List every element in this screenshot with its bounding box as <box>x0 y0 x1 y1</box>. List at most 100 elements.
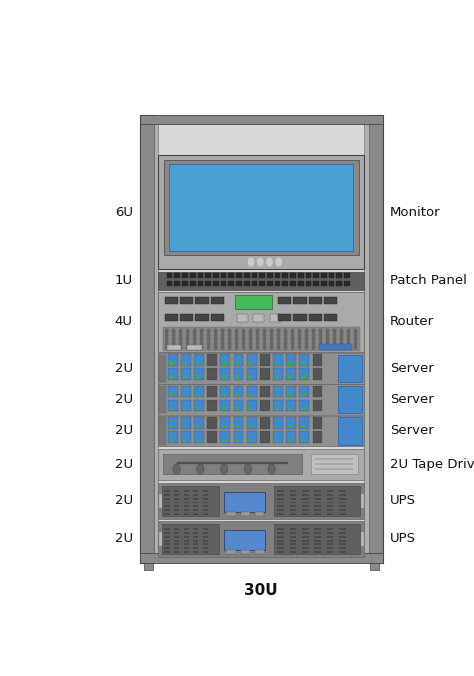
Bar <box>164 509 170 511</box>
Circle shape <box>221 333 224 337</box>
Circle shape <box>298 333 301 337</box>
Bar <box>339 544 346 546</box>
Circle shape <box>201 337 203 341</box>
Circle shape <box>228 345 231 349</box>
Bar <box>203 532 208 534</box>
Circle shape <box>173 341 175 345</box>
Bar <box>361 532 364 546</box>
Bar <box>327 544 334 546</box>
Bar <box>194 431 204 443</box>
Bar <box>183 502 189 504</box>
Circle shape <box>256 329 259 333</box>
Circle shape <box>340 345 343 349</box>
Circle shape <box>277 333 280 337</box>
Circle shape <box>186 329 189 333</box>
Bar <box>167 345 181 349</box>
Bar <box>267 273 273 279</box>
Circle shape <box>201 329 203 333</box>
Bar <box>164 532 170 534</box>
Bar <box>182 425 186 427</box>
Bar <box>226 550 236 554</box>
Bar <box>273 431 283 443</box>
Circle shape <box>242 345 245 349</box>
Bar <box>164 490 170 492</box>
Bar <box>244 273 250 279</box>
Bar <box>183 536 189 537</box>
Circle shape <box>256 341 259 345</box>
Bar <box>246 354 256 366</box>
Bar <box>312 385 322 397</box>
Bar <box>207 385 217 397</box>
Bar <box>260 368 270 380</box>
Circle shape <box>333 329 336 333</box>
Bar <box>182 393 186 396</box>
Bar <box>221 273 227 279</box>
Bar <box>207 400 217 411</box>
Bar <box>164 551 170 553</box>
Circle shape <box>214 337 217 341</box>
Bar <box>234 385 244 397</box>
Bar <box>164 297 178 304</box>
Bar <box>255 512 264 516</box>
Bar <box>283 281 288 287</box>
Text: Router: Router <box>390 316 434 329</box>
Bar <box>248 425 252 427</box>
Bar <box>168 431 178 443</box>
Bar <box>174 547 179 549</box>
Bar <box>302 494 309 496</box>
Bar <box>183 547 189 549</box>
Bar <box>290 513 296 514</box>
Bar <box>312 354 322 366</box>
Text: 2U Tape Drive: 2U Tape Drive <box>390 458 474 471</box>
Bar <box>169 377 173 379</box>
Bar <box>286 368 296 380</box>
Bar <box>190 281 196 287</box>
Bar <box>203 544 208 546</box>
Bar <box>290 544 296 546</box>
Bar <box>275 439 278 441</box>
Bar <box>339 490 346 492</box>
Bar <box>228 273 234 279</box>
Circle shape <box>249 329 252 333</box>
Text: 1U: 1U <box>115 274 133 287</box>
Circle shape <box>173 464 180 475</box>
Bar <box>205 273 211 279</box>
Bar <box>273 400 283 411</box>
Bar <box>235 425 239 427</box>
Bar <box>290 498 296 500</box>
Bar <box>174 281 180 287</box>
Bar <box>196 362 199 365</box>
Bar <box>327 494 334 496</box>
Circle shape <box>236 333 238 337</box>
Circle shape <box>354 337 357 341</box>
Circle shape <box>319 345 322 349</box>
Circle shape <box>208 341 210 345</box>
Circle shape <box>186 337 189 341</box>
Bar <box>339 551 346 553</box>
Bar <box>235 295 272 309</box>
Bar <box>260 400 270 411</box>
Circle shape <box>312 345 315 349</box>
Bar <box>169 164 353 251</box>
Bar <box>339 509 346 511</box>
Bar <box>312 368 322 380</box>
Bar <box>159 493 162 508</box>
Circle shape <box>326 337 329 341</box>
Bar <box>300 385 310 397</box>
Bar <box>168 385 178 397</box>
Bar <box>301 425 305 427</box>
Circle shape <box>208 337 210 341</box>
Bar <box>174 506 179 507</box>
Circle shape <box>298 345 301 349</box>
Bar <box>182 377 186 379</box>
Bar <box>321 273 327 279</box>
Bar <box>203 547 208 549</box>
Bar <box>183 532 189 534</box>
Bar <box>278 314 291 321</box>
Text: Server: Server <box>390 362 434 375</box>
Text: Monitor: Monitor <box>390 206 440 219</box>
Bar <box>274 281 281 287</box>
Circle shape <box>305 337 308 341</box>
Bar <box>168 417 178 429</box>
Bar <box>193 506 199 507</box>
